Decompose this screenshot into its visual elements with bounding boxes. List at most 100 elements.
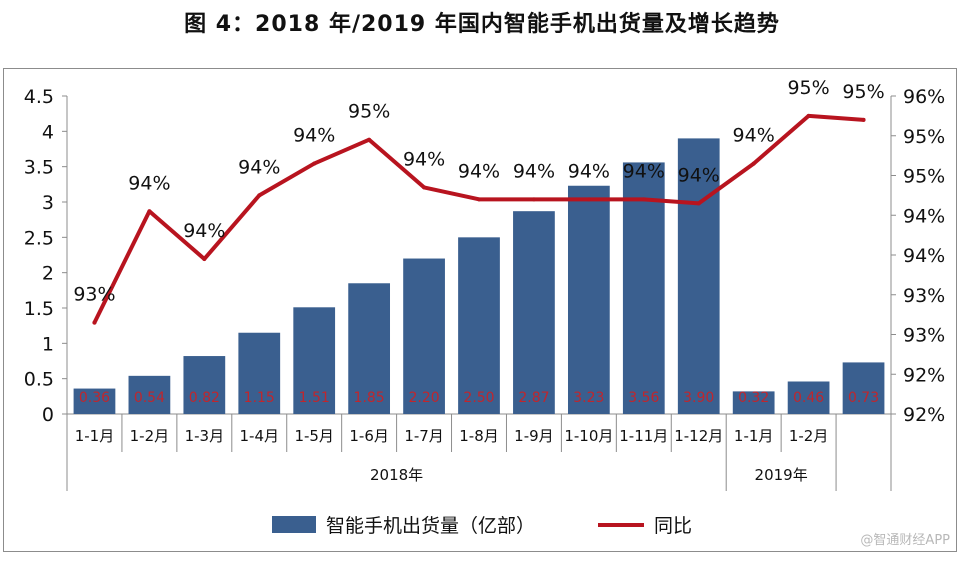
right-tick-label: 93% (903, 285, 945, 307)
bar-value-label: 0.73 (848, 390, 879, 406)
x-tick-label: 1-1月 (734, 427, 774, 445)
yoy-point (641, 197, 646, 202)
bar-value-label: 0.82 (189, 390, 220, 406)
right-tick-label: 92% (903, 404, 945, 426)
yoy-value-label: 94% (128, 172, 170, 194)
legend-bar-swatch (272, 516, 316, 533)
yoy-value-label: 94% (183, 220, 225, 242)
left-tick-label: 4 (42, 121, 54, 143)
bar-value-label: 1.51 (299, 390, 330, 406)
right-tick-label: 95% (903, 166, 945, 188)
bar-value-label: 3.90 (683, 390, 714, 406)
yoy-value-label: 94% (293, 125, 335, 147)
left-tick-label: 2.5 (24, 227, 54, 249)
watermark-text: @智通财经APP (860, 533, 950, 548)
bar-value-label: 2.50 (463, 390, 494, 406)
bar-value-label: 0.36 (79, 390, 110, 406)
bar-value-label: 3.23 (573, 390, 604, 406)
bar (73, 388, 116, 414)
yoy-value-label: 94% (238, 156, 280, 178)
yoy-point (367, 137, 372, 142)
bar-value-label: 3.56 (628, 390, 659, 406)
x-tick-label: 1-2月 (130, 427, 170, 445)
left-tick-label: 2 (42, 263, 54, 285)
bar (183, 356, 226, 414)
yoy-point (92, 320, 97, 325)
right-tick-label: 94% (903, 245, 945, 267)
bar-value-label: 0.54 (134, 390, 165, 406)
legend-bar-label: 智能手机出货量（亿部） (326, 515, 535, 537)
bar (348, 283, 391, 414)
yoy-point (312, 161, 317, 166)
right-tick-label: 93% (903, 325, 945, 347)
yoy-value-label: 94% (458, 160, 500, 182)
yoy-point (531, 197, 536, 202)
x-tick-label: 1-7月 (404, 427, 444, 445)
bar (458, 237, 500, 414)
bar (787, 381, 830, 414)
left-tick-label: 3 (42, 192, 54, 214)
left-tick-label: 4.5 (24, 86, 54, 108)
yoy-value-label: 94% (623, 160, 665, 182)
bar (842, 362, 885, 414)
yoy-value-label: 94% (403, 148, 445, 170)
x-tick-label: 1-3月 (185, 427, 225, 445)
bar-value-label: 2.20 (408, 390, 439, 406)
left-tick-label: 3.5 (24, 157, 54, 179)
bar (677, 138, 720, 414)
x-tick-label: 1-12月 (674, 427, 723, 445)
bar (567, 185, 610, 414)
yoy-value-label: 94% (733, 125, 775, 147)
bar-value-label: 0.32 (738, 390, 769, 406)
chart-svg: 0 0.5 1 1.5 2 2.5 3 3.5 4 4.5 92% 92% 93% 93% 94% 94% 95… (24, 77, 945, 537)
x-tick-label: 1-4月 (240, 427, 280, 445)
right-tick-label: 96% (903, 86, 945, 108)
bar-value-label: 1.85 (354, 390, 385, 406)
yoy-value-label: 94% (513, 160, 555, 182)
x-tick-label: 1-2月 (789, 427, 829, 445)
yoy-value-label: 93% (73, 284, 115, 306)
yoy-point (696, 201, 701, 206)
bar-value-label: 0.46 (793, 390, 824, 406)
bar (293, 307, 336, 414)
yoy-point (806, 113, 811, 118)
yoy-point (751, 161, 756, 166)
bar-value-label: 2.87 (518, 390, 549, 406)
right-tick-label: 95% (903, 126, 945, 148)
right-tick-label: 92% (903, 364, 945, 386)
bar-value-label: 1.15 (244, 390, 275, 406)
yoy-value-label: 95% (348, 101, 390, 123)
yoy-point (422, 185, 427, 190)
yoy-point (477, 197, 481, 202)
group-label: 2019年 (755, 466, 808, 484)
yoy-value-label: 94% (678, 164, 720, 186)
bar (513, 211, 555, 414)
bar (622, 162, 665, 414)
yoy-point (586, 197, 591, 202)
left-tick-label: 0.5 (24, 369, 54, 391)
yoy-value-label: 95% (842, 81, 884, 103)
bar (403, 258, 445, 414)
bar (128, 375, 171, 414)
x-tick-label: 1-11月 (619, 427, 668, 445)
bar (238, 332, 281, 414)
x-tick-label: 1-9月 (514, 427, 554, 445)
chart-frame: 0 0.5 1 1.5 2 2.5 3 3.5 4 4.5 92% 92% 93% 93% 94% 94% 95… (3, 68, 957, 552)
x-tick-label: 1-1月 (75, 427, 115, 445)
x-tick-label: 1-10月 (564, 427, 613, 445)
yoy-point (861, 117, 866, 122)
bar (732, 391, 775, 414)
legend-line-label: 同比 (654, 515, 692, 537)
yoy-point (257, 193, 262, 198)
x-tick-label: 1-6月 (349, 427, 389, 445)
chart-title: 图 4：2018 年/2019 年国内智能手机出货量及增长趋势 (184, 12, 780, 37)
left-tick-label: 0 (42, 404, 54, 426)
left-tick-label: 1.5 (24, 298, 54, 320)
x-tick-label: 1-8月 (459, 427, 499, 445)
yoy-point (202, 256, 207, 261)
x-tick-label: 1-5月 (294, 427, 334, 445)
yoy-value-label: 95% (787, 77, 829, 99)
right-tick-label: 94% (903, 205, 945, 227)
left-tick-label: 1 (42, 333, 54, 355)
yoy-point (147, 209, 152, 214)
